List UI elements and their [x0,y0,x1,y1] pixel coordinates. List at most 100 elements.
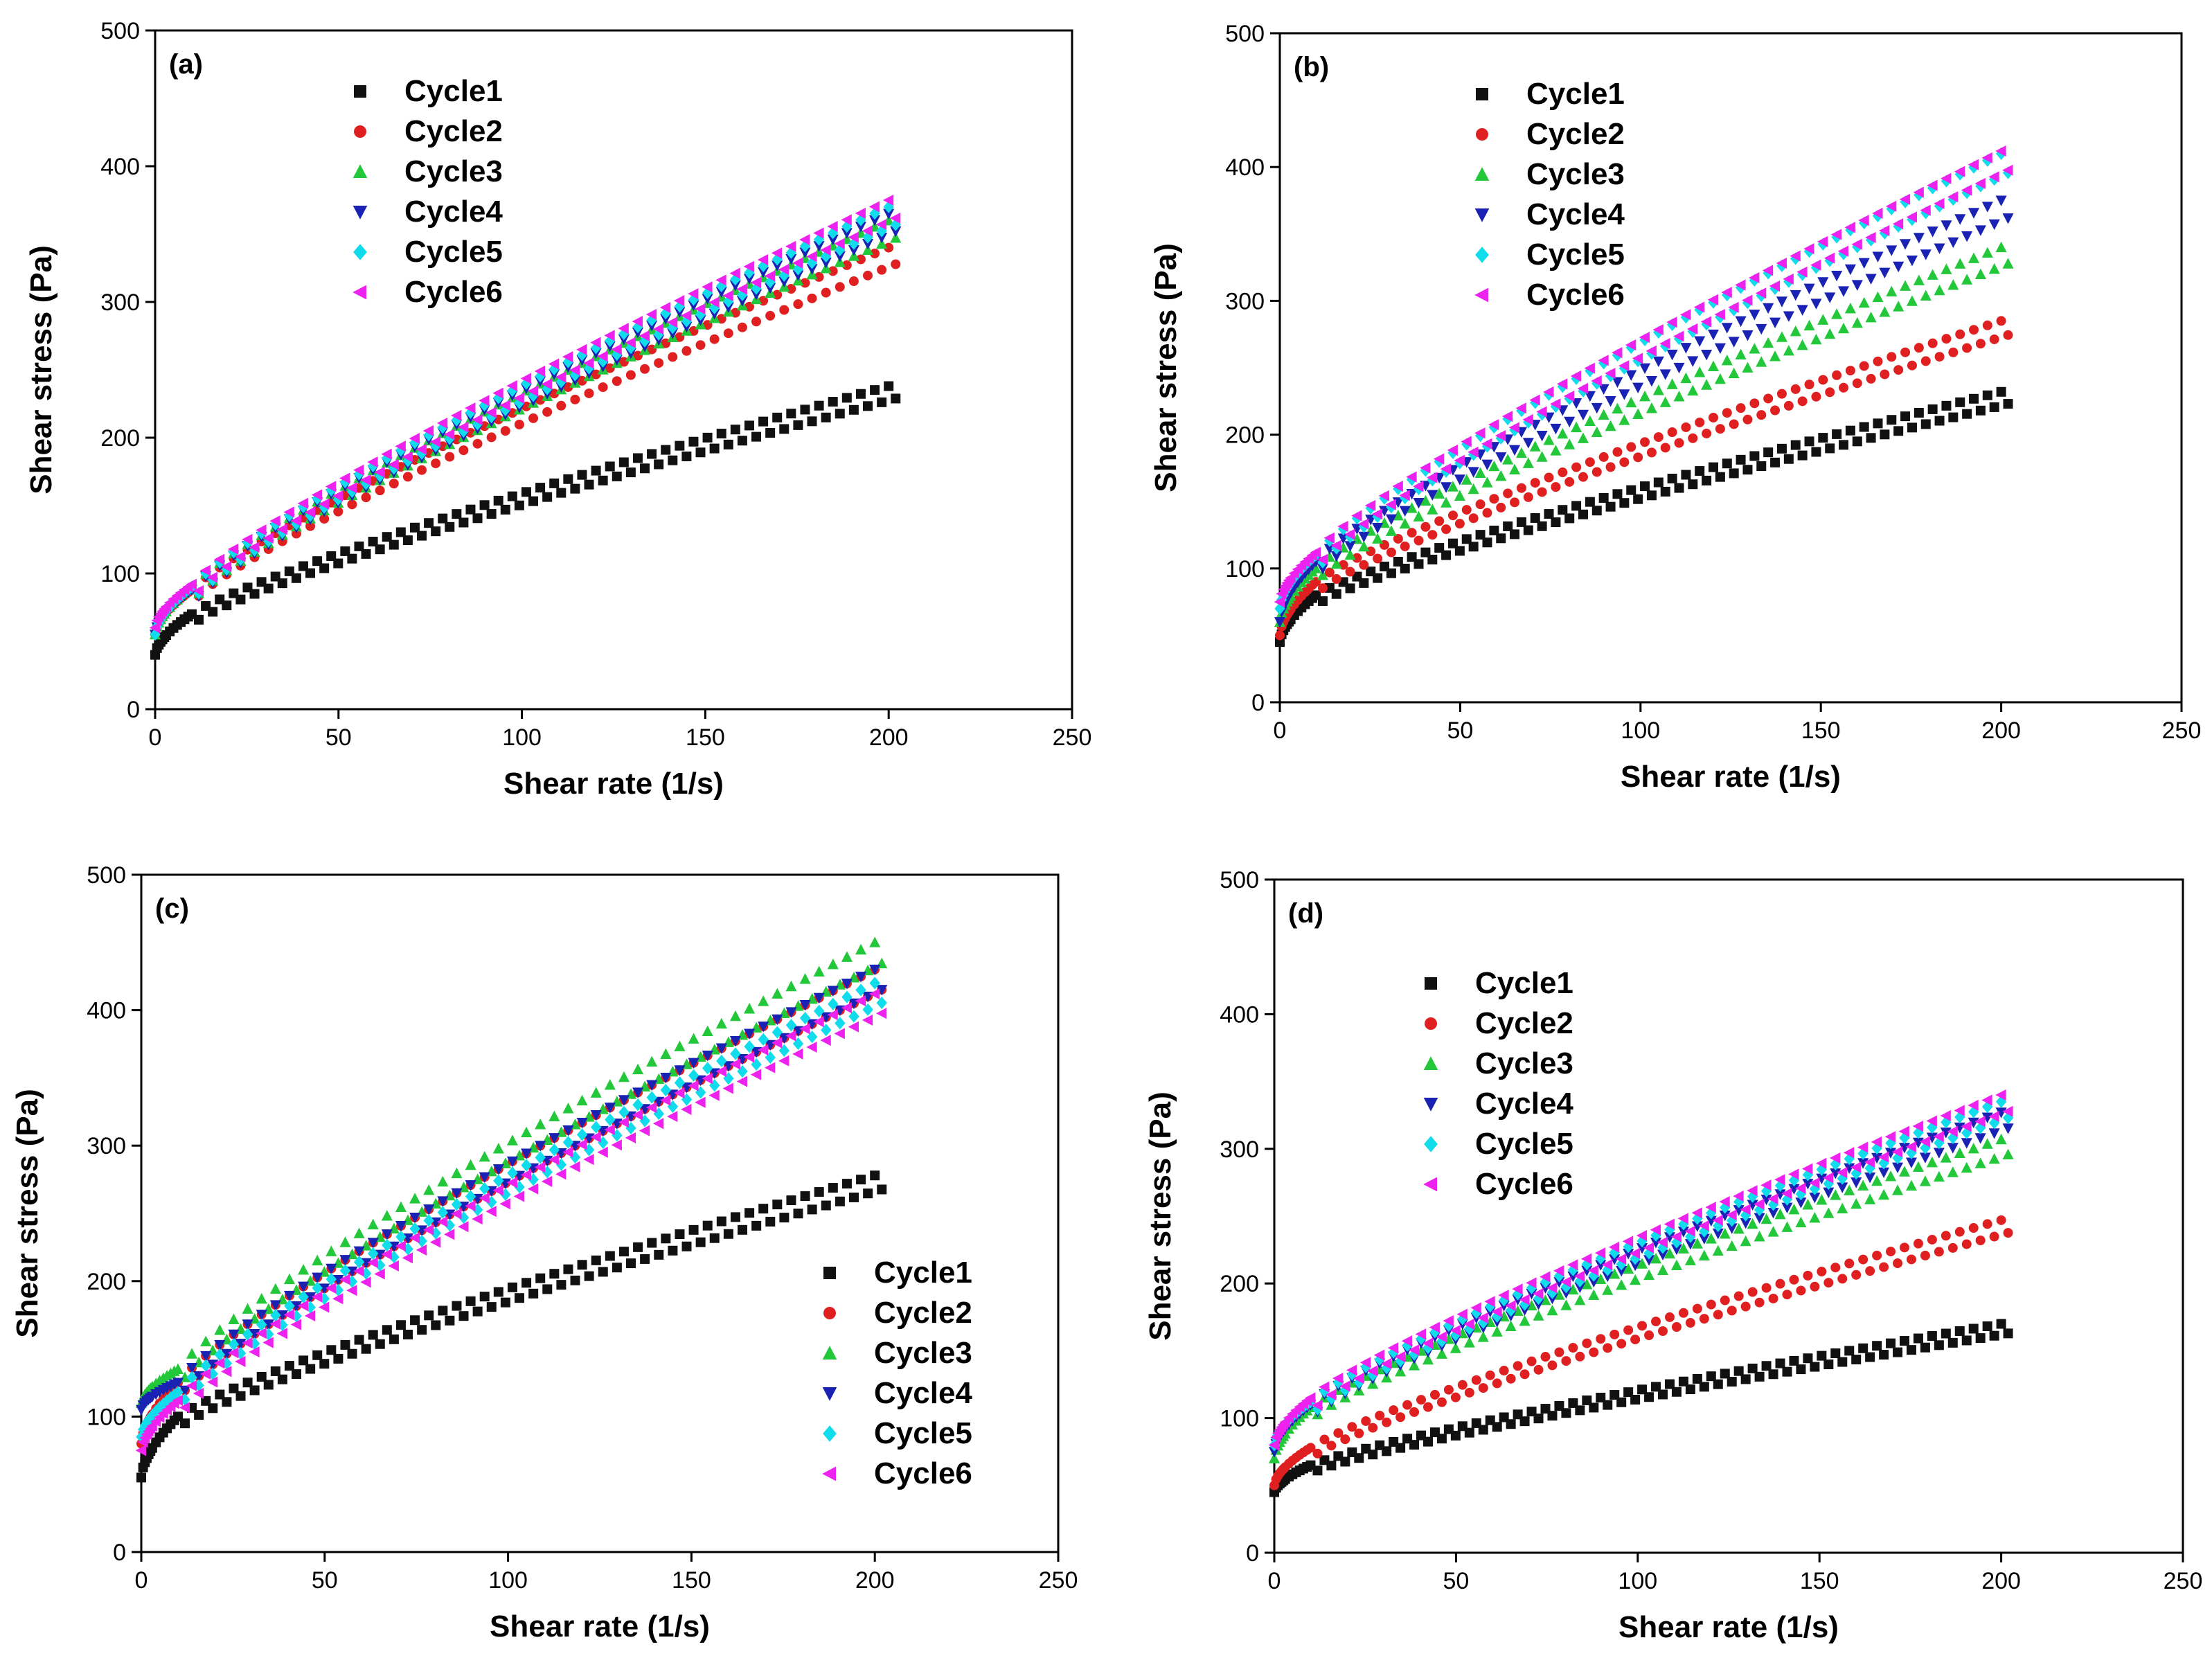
data-point [1591,426,1603,438]
data-point [673,295,685,307]
data-point [1947,1337,1958,1348]
data-point [652,323,664,335]
data-point [270,517,281,531]
data-point [374,1268,385,1280]
data-point [1961,1335,1972,1346]
data-point [1733,1222,1745,1234]
data-point [1891,1146,1903,1158]
data-point [1268,1452,1281,1463]
data-point [715,274,726,286]
data-point [570,1275,580,1285]
data-point [535,1273,546,1283]
data-point [1571,501,1582,511]
data-point [283,506,294,518]
data-point [611,344,622,355]
data-point [1501,411,1513,422]
data-point [1715,472,1725,482]
data-point [1866,433,1876,443]
data-point [1742,330,1754,341]
data-point [2002,164,2013,176]
data-point [1714,309,1725,321]
data-point [1468,467,1479,478]
data-point [654,459,664,470]
data-point [1735,316,1747,328]
data-point [708,1089,720,1101]
data-point [1305,1443,1316,1453]
data-point [778,1055,790,1067]
data-point [1575,1351,1585,1362]
data-point [1561,1408,1571,1418]
data-point [736,1076,748,1087]
data-point [1651,1317,1661,1327]
series-Cycle6 [1268,1089,2013,1451]
data-point [1433,453,1445,465]
data-point [771,260,783,271]
data-point [1591,402,1603,414]
data-point [584,479,594,490]
legend-label: Cycle1 [404,74,503,108]
data-point [1516,483,1526,493]
data-point [612,348,623,362]
data-point [611,1139,622,1151]
data-point [256,1310,267,1321]
data-point [1804,380,1814,390]
data-point [1354,1453,1364,1463]
data-point [806,264,818,275]
data-point [1488,419,1499,431]
data-point [1413,535,1424,546]
data-point [1844,1258,1855,1269]
data-point [1802,1179,1814,1190]
data-point [1551,517,1561,528]
data-point [1644,1330,1654,1341]
legend-label: Cycle2 [874,1296,972,1330]
series-Cycle6 [135,988,887,1456]
data-point [541,1175,553,1187]
data-point [1475,530,1486,540]
data-point [806,256,818,269]
data-point [646,1091,657,1104]
data-point [549,478,560,488]
data-point [1550,445,1562,456]
data-point [841,260,852,270]
data-point [305,521,316,531]
data-point [1701,379,1713,390]
data-point [751,317,762,327]
data-point [695,1237,706,1247]
data-point [591,1121,602,1134]
data-point [1530,478,1540,488]
data-point [785,1007,797,1018]
data-point [814,271,824,282]
legend-label: Cycle2 [1526,117,1625,151]
data-point [1878,1188,1890,1200]
data-point [1954,1326,1965,1336]
data-point [882,194,894,206]
x-axis-label: Shear rate (1/s) [1621,760,1841,794]
data-point [1523,492,1533,502]
data-point [841,1179,852,1189]
data-point [1382,1446,1392,1456]
data-point [1811,447,1821,457]
data-point [1312,1448,1323,1459]
data-point [1319,1434,1330,1445]
data-point [389,462,400,475]
data-point [681,314,693,328]
data-point [793,420,803,430]
data-point [1543,386,1554,398]
data-point [1578,509,1588,519]
data-point [290,1319,302,1330]
data-point [1933,1170,1945,1182]
data-point [1368,1450,1378,1460]
data-point [542,1284,553,1294]
y-axis-label: Shear stress (Pa) [1149,243,1183,492]
data-point [1783,311,1794,322]
data-point [1810,333,1822,345]
data-point [1706,1299,1716,1310]
data-point [1330,540,1341,551]
data-point [870,249,880,259]
legend-marker [823,1267,836,1279]
data-point [368,1247,379,1260]
data-point [1474,427,1486,439]
data-point [1687,384,1699,396]
data-point [1742,362,1754,373]
data-point [1851,1269,1862,1280]
